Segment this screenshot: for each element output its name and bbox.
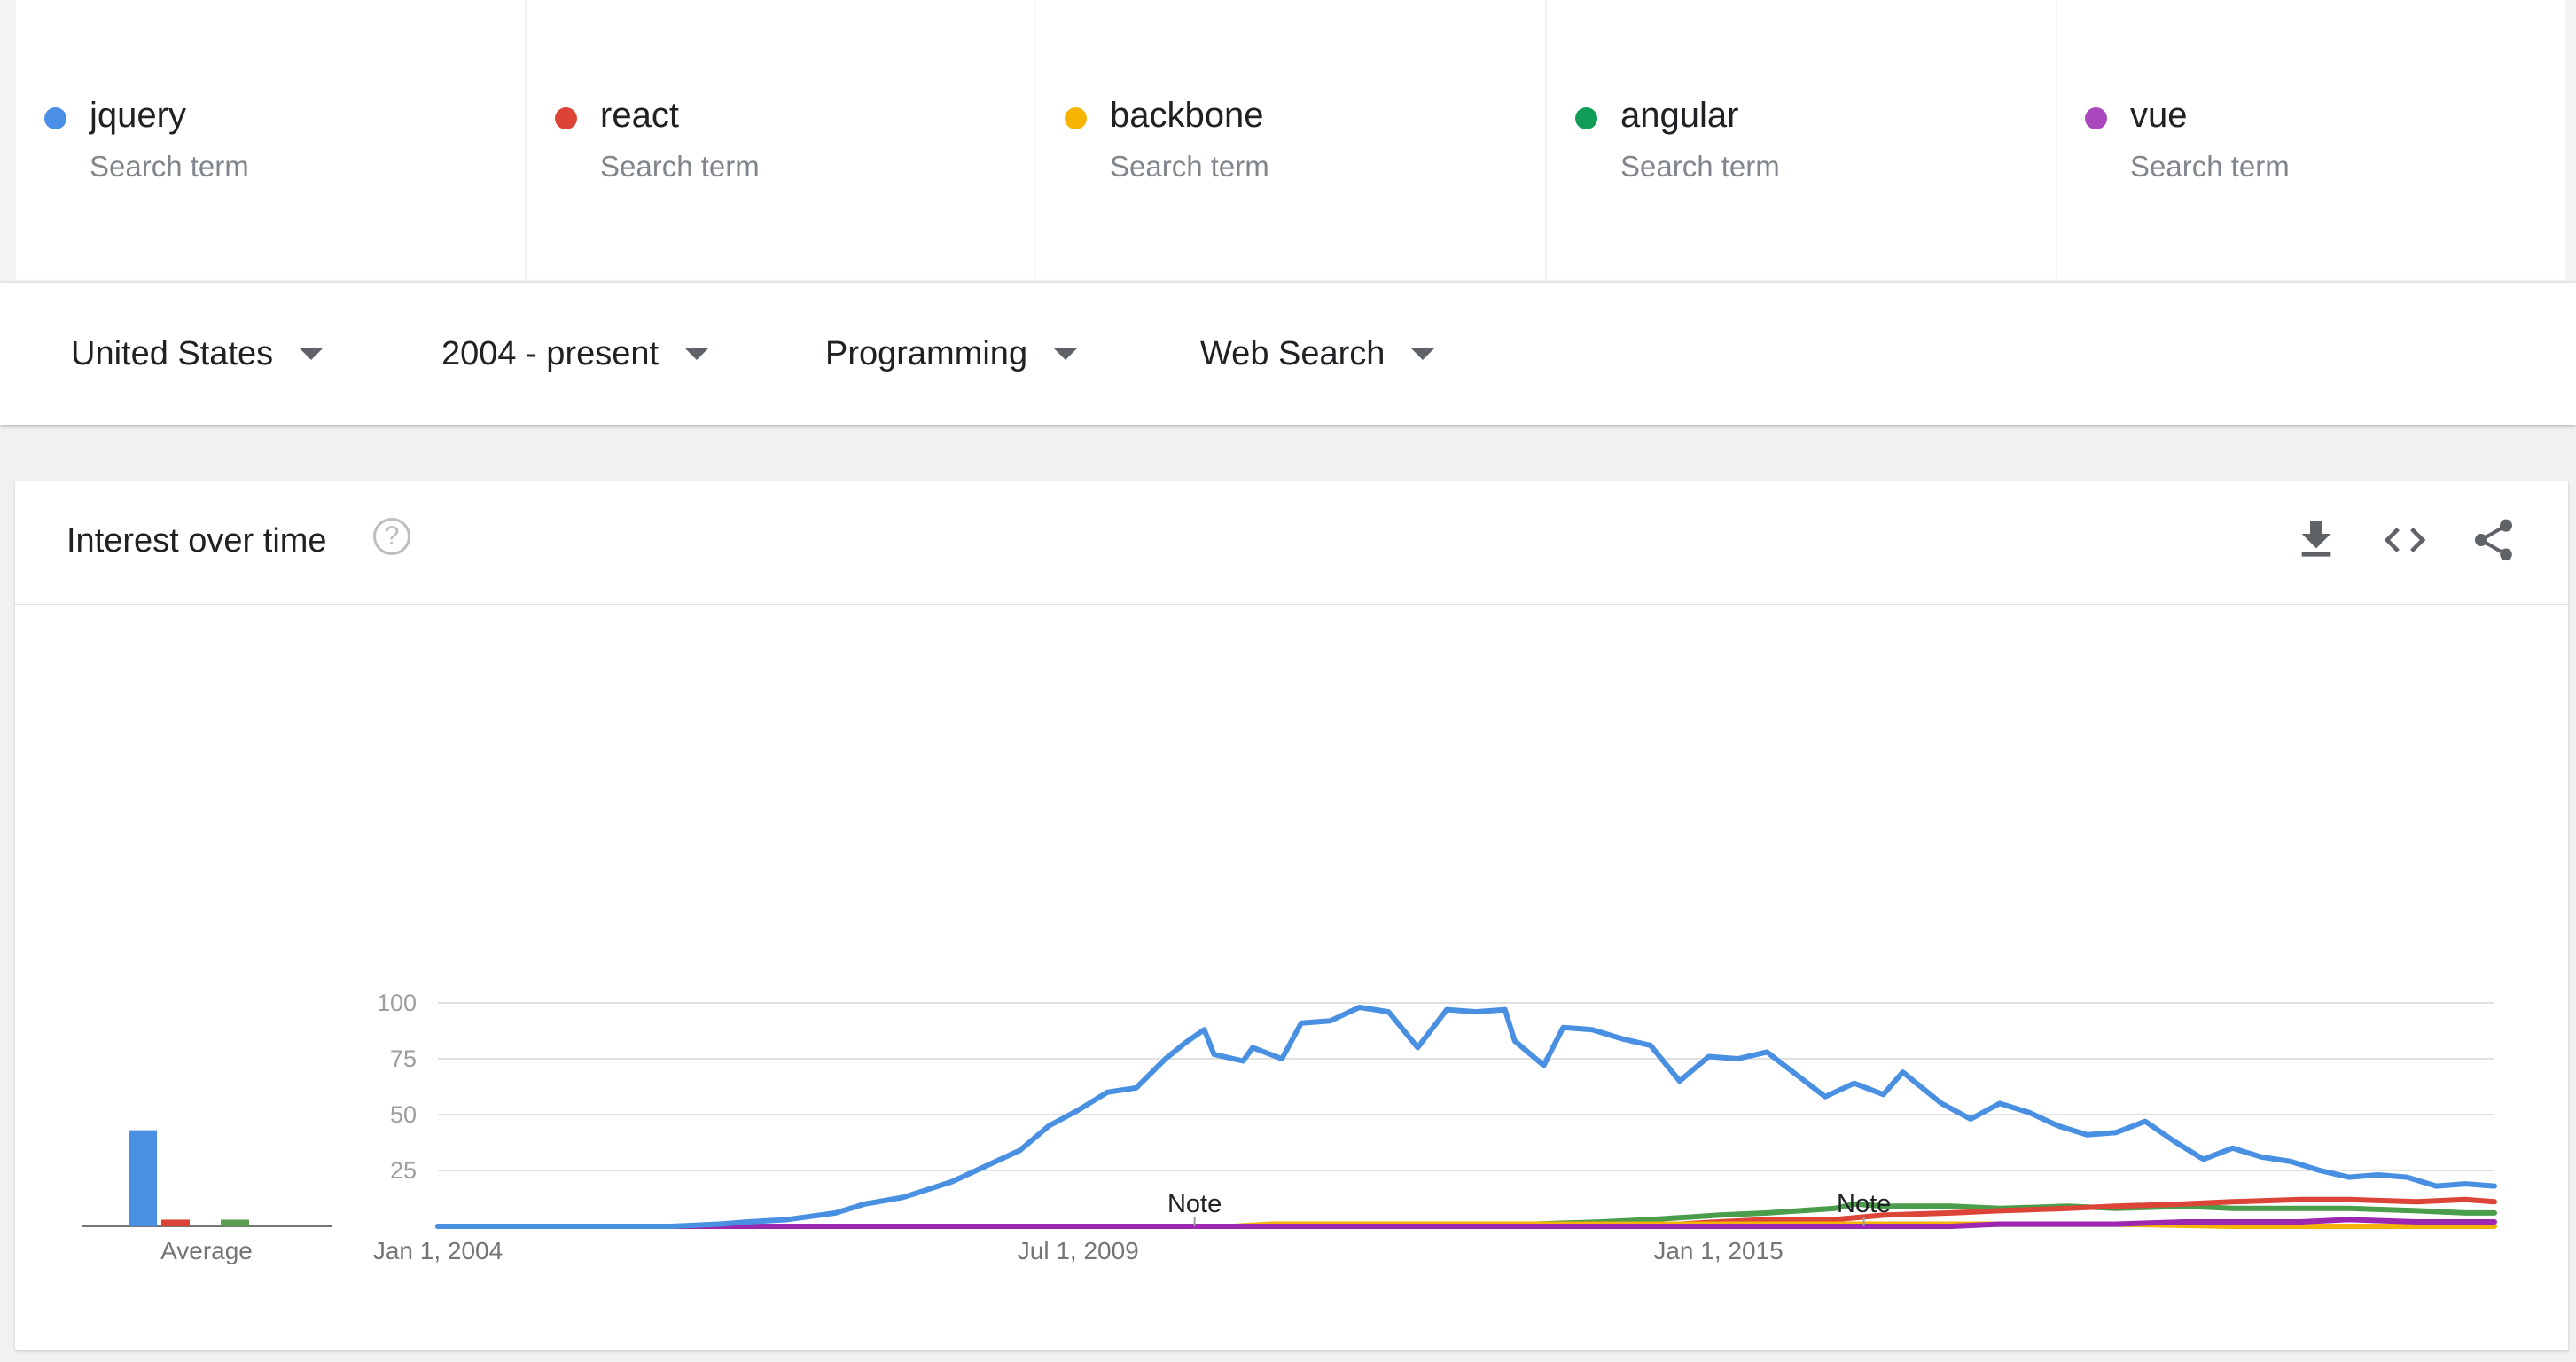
interest-chart: 25 50 75 100 Jan 1, 2004 Jul 1, 2009 Jan 1, 20… [82,990,2497,1264]
average-bar-react [161,1219,190,1226]
term-type: Search term [2130,150,2290,183]
term-card-backbone[interactable]: backbone Search term [1036,0,1545,280]
x-tick-label: Jan 1, 2004 [373,1237,503,1264]
x-tick-label: Jul 1, 2009 [1018,1237,1139,1264]
term-name[interactable]: jquery [90,96,186,135]
term-type: Search term [90,150,249,183]
term-name[interactable]: vue [2130,96,2188,135]
term-card-vue[interactable]: vue Search term [2057,0,2565,280]
average-bar-jquery [129,1130,157,1226]
series-color-dot [2085,107,2107,129]
term-name[interactable]: backbone [1110,96,1264,135]
term-type: Search term [600,150,760,183]
category-value: Programming [825,334,1028,372]
series-line-jquery [435,1005,2497,1229]
region-dropdown[interactable]: United States [71,334,324,373]
series-line-vue [435,1217,2497,1229]
y-tick-label: 75 [390,1045,417,1072]
term-type: Search term [1110,150,1269,183]
term-type: Search term [1620,150,1780,183]
chevron-down-icon [685,348,709,360]
chevron-down-icon [300,348,324,360]
card-header: Interest over time ? [15,481,2568,605]
chevron-down-icon [1054,348,1078,360]
card-title: Interest over time [66,522,327,560]
series-color-dot [1575,107,1597,129]
category-dropdown[interactable]: Programming [825,334,1078,373]
y-tick-label: 100 [377,990,417,1016]
help-circle-icon[interactable]: ? [373,518,410,555]
series-color-dot [44,107,66,129]
term-card-react[interactable]: react Search term [527,0,1035,280]
search-type-value: Web Search [1200,334,1386,372]
search-terms-bar: jquery Search term react Search term bac… [0,0,2576,280]
x-tick-label: Jan 1, 2015 [1653,1237,1783,1264]
term-name[interactable]: react [600,96,679,135]
series-line-angular [435,1201,2497,1229]
average-bar-angular [221,1219,249,1226]
time-range-value: 2004 - present [441,334,660,372]
interest-over-time-card: Interest over time ? 25 50 75 100 Jan 1, 200… [15,481,2568,1350]
embed-code-icon[interactable] [2380,515,2430,565]
time-range-dropdown[interactable]: 2004 - present [441,334,709,373]
term-card-angular[interactable]: angular Search term [1547,0,2056,280]
search-type-dropdown[interactable]: Web Search [1200,334,1435,373]
average-label: Average [160,1237,253,1264]
filter-bar: United States 2004 - present Programming… [0,282,2576,425]
share-icon[interactable] [2469,515,2518,565]
region-value: United States [71,334,274,372]
note-annotation: Note [1167,1190,1222,1218]
note-annotation: Note [1837,1190,1891,1218]
y-tick-label: 50 [390,1101,417,1128]
download-icon[interactable] [2291,515,2341,565]
term-name[interactable]: angular [1620,96,1739,135]
y-tick-label: 25 [390,1157,417,1184]
series-color-dot [1065,107,1087,129]
series-color-dot [555,107,577,129]
chevron-down-icon [1411,348,1435,360]
term-card-jquery[interactable]: jquery Search term [16,0,525,280]
